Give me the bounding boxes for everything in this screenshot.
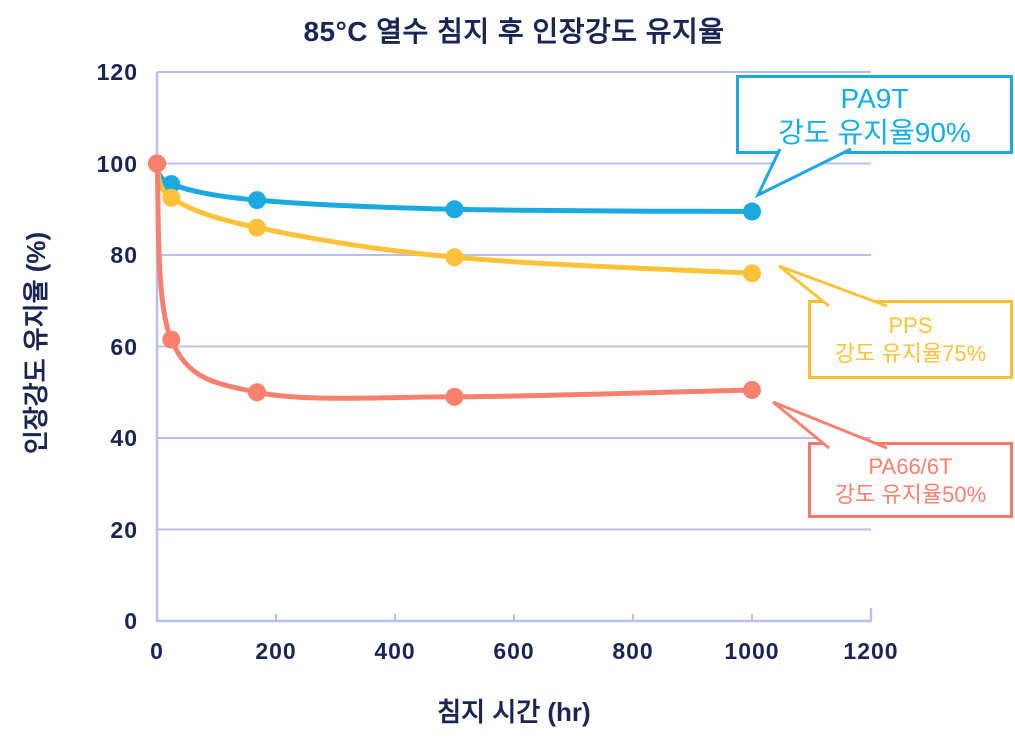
y-tick-label-120: 120: [96, 59, 138, 85]
callout-pa9t-series-label: PA9T: [840, 83, 909, 114]
chart-title: 85°C 열수 침지 후 인장강도 유지율: [303, 16, 725, 47]
data-point-PA66/6T-24hr: [162, 330, 181, 349]
data-point-PPS-1000hr: [743, 264, 761, 283]
callout-pps-retention-label: 강도 유지율75%: [834, 341, 987, 366]
data-point-PA9T-1000hr: [743, 202, 761, 221]
y-tick-label-100: 100: [96, 151, 138, 177]
x-tick-label-600: 600: [493, 638, 535, 664]
y-tick-label-20: 20: [110, 517, 138, 543]
data-point-PPS-24hr: [162, 188, 181, 207]
callout-pa9t: PA9T 강도 유지율90%: [736, 75, 1013, 154]
series-line-PA66/6T: [154, 161, 755, 401]
y-tick-label-40: 40: [110, 425, 138, 451]
callout-pa66-series-label: PA66/6T: [868, 454, 953, 479]
data-point-PA9T-168hr: [248, 191, 266, 210]
callout-pps: PPS 강도 유지율75%: [808, 300, 1013, 379]
x-tick-label-1200: 1200: [843, 638, 899, 664]
callout-pps-series-label: PPS: [888, 313, 933, 338]
data-point-PA66/6T-0hr: [148, 154, 166, 173]
y-tick-label-80: 80: [110, 242, 138, 268]
callout-pa9t-retention-label: 강도 유지율90%: [778, 117, 971, 148]
x-tick-label-1000: 1000: [724, 638, 780, 664]
callout-pa66-retention-label: 강도 유지율50%: [834, 482, 987, 507]
y-tick-label-0: 0: [124, 608, 138, 634]
x-axis-title: 침지 시간 (hr): [437, 697, 591, 727]
data-point-PPS-168hr: [248, 218, 266, 237]
data-point-PA9T-500hr: [445, 200, 464, 219]
x-tick-label-800: 800: [612, 638, 654, 664]
data-point-PPS-500hr: [445, 248, 464, 267]
x-tick-label-0: 0: [150, 638, 164, 664]
data-point-PA9T-24hr: [162, 175, 181, 194]
data-point-PA66/6T-1000hr: [743, 381, 761, 399]
x-tick-label-400: 400: [374, 638, 416, 664]
data-point-PA66/6T-500hr: [445, 387, 464, 406]
data-point-PA66/6T-168hr: [248, 383, 266, 402]
x-tick-label-200: 200: [255, 638, 297, 664]
y-tick-label-60: 60: [110, 334, 138, 360]
callout-pa66: PA66/6T 강도 유지율50%: [808, 442, 1013, 518]
y-axis-title: 인장강도 유지율 (%): [21, 231, 51, 455]
